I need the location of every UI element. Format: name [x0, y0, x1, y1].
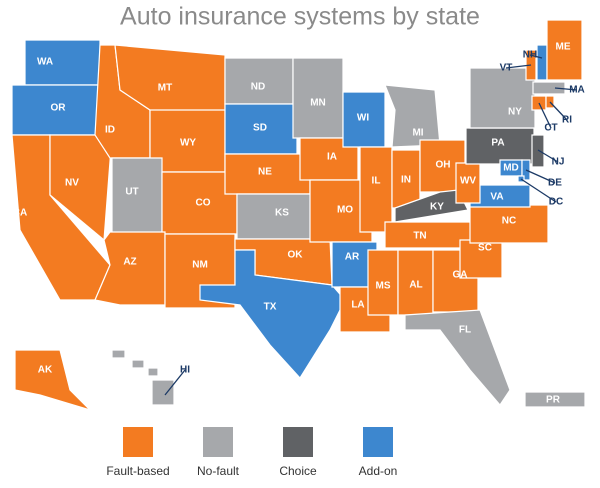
state-label: MO [337, 205, 353, 216]
state-label: ID [105, 125, 115, 136]
leader-line [538, 102, 552, 129]
leader-line [505, 64, 532, 69]
state-shape [359, 146, 393, 233]
state-label: AK [38, 365, 53, 376]
state-label: WY [180, 138, 196, 149]
state-label: VT [500, 63, 513, 74]
legend-label: Add-on [359, 464, 398, 478]
labels: WA OR CA NV ID MT WY UT CO AZ NM ND SD NE KS OK TX MN IA MO… [13, 42, 585, 406]
state-label: ND [251, 82, 265, 93]
leader-line [520, 178, 557, 203]
legend-swatch [123, 427, 153, 457]
state-label: OR [51, 103, 67, 114]
state-label: GA [453, 270, 468, 281]
state-label: NJ [552, 157, 565, 168]
state-label: UT [125, 187, 138, 198]
state-shape [151, 379, 175, 406]
state-label: NC [502, 216, 516, 227]
state-shape [111, 349, 126, 359]
title: Auto insurance systems by state [120, 3, 480, 31]
state-label: MI [412, 128, 423, 139]
state-label: IL [372, 176, 381, 187]
state-label: VA [490, 192, 503, 203]
state-label: NE [258, 167, 272, 178]
state-label: KS [275, 208, 289, 219]
state-label: FL [459, 325, 471, 336]
state-label: NH [523, 50, 537, 61]
state-label: AL [409, 280, 422, 291]
state-shape [531, 134, 545, 168]
state-shape [131, 359, 145, 369]
legend-label: Choice [279, 464, 317, 478]
state-shape [469, 67, 536, 129]
state-shape [14, 349, 91, 411]
state-shape [532, 81, 566, 95]
state-shape [384, 84, 441, 148]
state-label: SD [253, 123, 267, 134]
state-label: HI [180, 365, 190, 376]
state-label: AZ [123, 257, 136, 268]
state-label: LA [351, 300, 364, 311]
leader-line [549, 101, 568, 121]
state-label: PA [491, 138, 504, 149]
states [11, 19, 586, 411]
leader-line [164, 369, 186, 396]
state-label: OK [288, 250, 304, 261]
state-shape [147, 367, 159, 377]
state-label: TN [413, 231, 426, 242]
state-label: SC [478, 243, 492, 254]
state-label: CT [544, 123, 557, 134]
state-label: WA [37, 57, 53, 68]
legend-label: No-fault [197, 464, 240, 478]
state-shape [546, 19, 583, 81]
state-shape [404, 309, 511, 406]
state-label: NV [65, 178, 79, 189]
state-label: CO [196, 198, 211, 209]
state-label: PR [546, 395, 561, 406]
state-label: MS [376, 281, 391, 292]
state-label: RI [562, 115, 572, 126]
state-label: DC [549, 197, 563, 208]
state-label: KY [430, 202, 444, 213]
state-shape [94, 231, 166, 306]
leader-line [525, 169, 556, 184]
leader-line [537, 149, 559, 163]
state-label: MT [158, 83, 172, 94]
legend-swatch [283, 427, 313, 457]
state-label: CA [13, 208, 27, 219]
legend-label: Fault-based [106, 464, 169, 478]
state-label: NY [508, 107, 522, 118]
state-label: OH [436, 160, 451, 171]
legend: Fault-based No-fault Choice Add-on [106, 427, 397, 478]
leader-line [554, 87, 578, 91]
state-label: MN [310, 98, 326, 109]
state-label: DE [548, 178, 562, 189]
state-label: MD [503, 163, 519, 174]
state-label: WV [460, 176, 476, 187]
state-label: AR [345, 252, 360, 263]
state-label: NM [192, 260, 208, 271]
state-shape [536, 44, 548, 81]
state-label: IA [327, 152, 337, 163]
state-label: ME [556, 42, 571, 53]
legend-swatch [363, 427, 393, 457]
state-shape [524, 391, 586, 408]
state-label: IN [401, 175, 411, 186]
legend-swatch [203, 427, 233, 457]
leader-line [529, 54, 543, 59]
state-label: TX [264, 302, 277, 313]
state-label: MA [569, 85, 585, 96]
state-label: WI [357, 113, 369, 124]
